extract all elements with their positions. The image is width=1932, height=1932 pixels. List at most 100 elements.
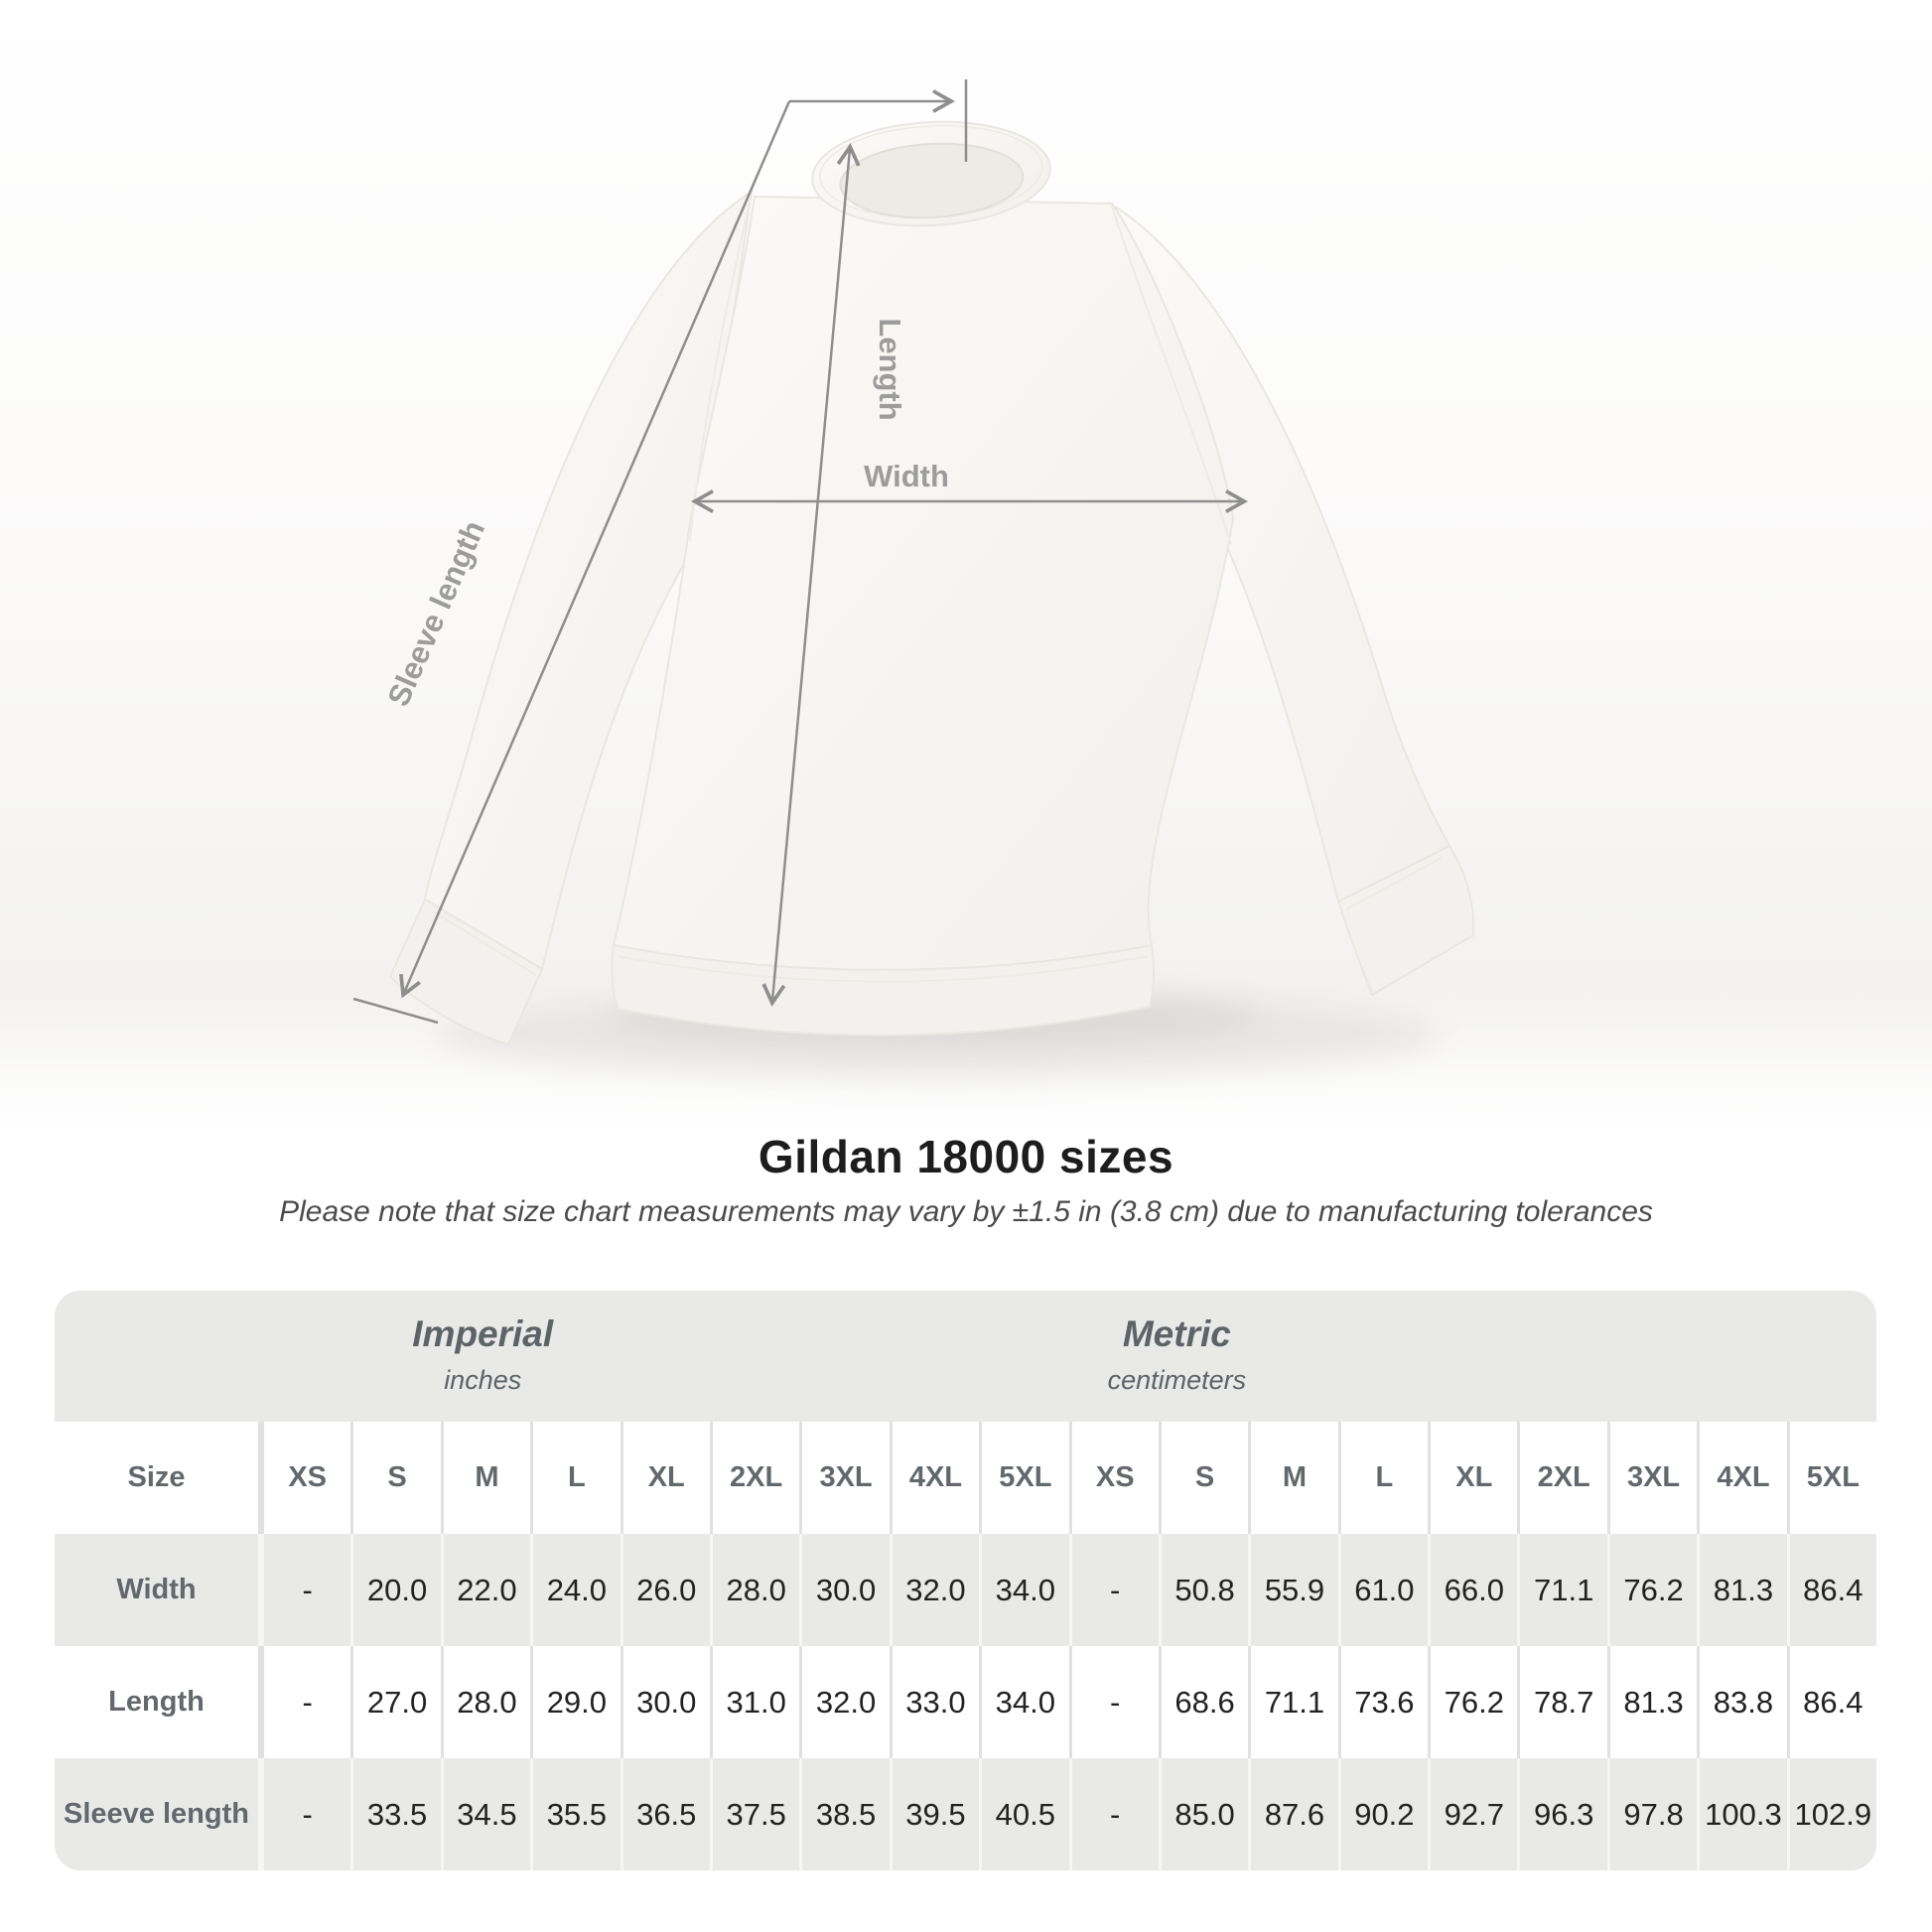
unit-group-band: Imperial inches Metric centimeters [55, 1291, 1876, 1422]
size-header-metric-5xl: 5XL [1786, 1422, 1876, 1534]
size-header-imperial-3xl: 3XL [799, 1422, 889, 1534]
metric-value-cell: 78.7 [1517, 1646, 1606, 1758]
metric-value-cell: - [1068, 1646, 1159, 1758]
size-header-metric-xl: XL [1428, 1422, 1517, 1534]
imperial-value-cell: 33.5 [350, 1758, 440, 1870]
table-row-width: Width -20.0 22.0 24.0 26.0 28.0 30.0 32.0 34.0-5… [55, 1534, 1876, 1646]
sleeve-measure-diagonal-line [399, 100, 791, 999]
imperial-value-cell: 39.5 [889, 1758, 979, 1870]
size-table-body: Width -20.0 22.0 24.0 26.0 28.0 30.0 32.0 34.0-5… [55, 1534, 1876, 1870]
imperial-group-unit: inches [444, 1364, 522, 1395]
length-label: Length [873, 318, 907, 420]
metric-group-header: Metric centimeters [1108, 1313, 1247, 1396]
imperial-group-header: Imperial inches [412, 1313, 553, 1396]
size-header-imperial-l: L [530, 1422, 620, 1534]
metric-value-cell: 96.3 [1517, 1758, 1606, 1870]
imperial-value-cell: 38.5 [799, 1758, 889, 1870]
metric-value-cell: 92.7 [1428, 1758, 1517, 1870]
size-header-imperial-5xl: 5XL [979, 1422, 1068, 1534]
length-measure-line [761, 142, 861, 1008]
metric-value-cell: 66.0 [1428, 1534, 1517, 1646]
size-header-metric-4xl: 4XL [1697, 1422, 1786, 1534]
metric-value-cell: - [1068, 1534, 1159, 1646]
metric-value-cell: 55.9 [1248, 1534, 1337, 1646]
imperial-value-cell: 31.0 [709, 1646, 799, 1758]
metric-value-cell: 81.3 [1697, 1534, 1786, 1646]
metric-value-cell: 102.9 [1786, 1758, 1876, 1870]
metric-value-cell: 97.8 [1606, 1758, 1697, 1870]
table-row-length: Length -27.0 28.0 29.0 30.0 31.0 32.0 33.0 34.0-… [55, 1646, 1876, 1758]
metric-value-cell: 50.8 [1158, 1534, 1248, 1646]
measurement-lines [352, 79, 1249, 1025]
metric-group-unit: centimeters [1107, 1364, 1247, 1395]
imperial-value-cell: - [258, 1534, 350, 1646]
cuff-tick [352, 997, 439, 1025]
imperial-value-cell: 35.5 [530, 1758, 620, 1870]
imperial-value-cell: 22.0 [440, 1534, 530, 1646]
metric-value-cell: 86.4 [1786, 1534, 1876, 1646]
imperial-value-cell: 36.5 [620, 1758, 710, 1870]
metric-value-cell: 76.2 [1606, 1534, 1697, 1646]
metric-value-cell: 73.6 [1337, 1646, 1428, 1758]
metric-value-cell: - [1068, 1758, 1159, 1870]
size-header-metric-2xl: 2XL [1517, 1422, 1606, 1534]
metric-value-cell: 86.4 [1786, 1646, 1876, 1758]
metric-value-cell: 68.6 [1158, 1646, 1248, 1758]
imperial-group-name: Imperial [412, 1312, 554, 1354]
imperial-value-cell: 30.0 [620, 1646, 710, 1758]
hem-band [611, 943, 1156, 1036]
imperial-value-cell: 34.0 [979, 1534, 1068, 1646]
right-cuff [1336, 844, 1475, 997]
imperial-value-cell: - [258, 1646, 350, 1758]
page-title: Gildan 18000 sizes [758, 1131, 1174, 1182]
size-corner-header: Size [127, 1461, 186, 1493]
size-table: Imperial inches Metric centimeters Size X… [55, 1291, 1876, 1870]
sweatshirt-illustration: Length Width Sleeve length [0, 0, 1932, 1127]
metric-value-cell: 81.3 [1606, 1646, 1697, 1758]
size-header-metric-3xl: 3XL [1606, 1422, 1697, 1534]
imperial-value-cell: 26.0 [620, 1534, 710, 1646]
imperial-value-cell: 27.0 [350, 1646, 440, 1758]
imperial-value-cell: 34.5 [440, 1758, 530, 1870]
size-header-imperial-s: S [350, 1422, 440, 1534]
tolerance-note: Please note that size chart measurements… [279, 1195, 1653, 1228]
size-header-imperial-xs: XS [258, 1422, 350, 1534]
size-header-imperial-xl: XL [620, 1422, 710, 1534]
metric-value-cell: 87.6 [1248, 1758, 1337, 1870]
imperial-value-cell: 28.0 [709, 1534, 799, 1646]
row-label: Length [108, 1686, 205, 1718]
imperial-value-cell: 20.0 [350, 1534, 440, 1646]
imperial-value-cell: 33.0 [889, 1646, 979, 1758]
metric-value-cell: 85.0 [1158, 1758, 1248, 1870]
size-header-row: Size XS S M L XL 2XL 3XL 4XL 5XL XS S M L XL 2XL 3XL 4XL 5… [55, 1422, 1876, 1534]
size-header-metric-s: S [1158, 1422, 1248, 1534]
imperial-value-cell: 24.0 [530, 1534, 620, 1646]
imperial-value-cell: - [258, 1758, 350, 1870]
metric-value-cell: 83.8 [1697, 1646, 1786, 1758]
imperial-value-cell: 32.0 [799, 1646, 889, 1758]
metric-value-cell: 71.1 [1517, 1534, 1606, 1646]
size-header-imperial-2xl: 2XL [709, 1422, 799, 1534]
imperial-value-cell: 34.0 [979, 1646, 1068, 1758]
imperial-value-cell: 28.0 [440, 1646, 530, 1758]
metric-value-cell: 61.0 [1337, 1534, 1428, 1646]
row-label: Sleeve length [64, 1798, 249, 1830]
size-header-metric-xs: XS [1068, 1422, 1159, 1534]
size-header-metric-l: L [1337, 1422, 1428, 1534]
metric-value-cell: 71.1 [1248, 1646, 1337, 1758]
size-header-imperial-4xl: 4XL [889, 1422, 979, 1534]
row-label: Width [116, 1574, 197, 1605]
sweatshirt-figure: Length Width Sleeve length [0, 0, 1932, 1127]
table-row-sleeve-length: Sleeve length -33.5 34.5 35.5 36.5 37.5 38.5 39… [55, 1758, 1876, 1870]
size-header-imperial-m: M [440, 1422, 530, 1534]
imperial-value-cell: 40.5 [979, 1758, 1068, 1870]
imperial-value-cell: 29.0 [530, 1646, 620, 1758]
metric-value-cell: 90.2 [1337, 1758, 1428, 1870]
size-header-metric-m: M [1248, 1422, 1337, 1534]
metric-group-name: Metric [1122, 1312, 1231, 1354]
width-label: Width [864, 459, 949, 493]
metric-value-cell: 76.2 [1428, 1646, 1517, 1758]
metric-value-cell: 100.3 [1697, 1758, 1786, 1870]
imperial-value-cell: 32.0 [889, 1534, 979, 1646]
